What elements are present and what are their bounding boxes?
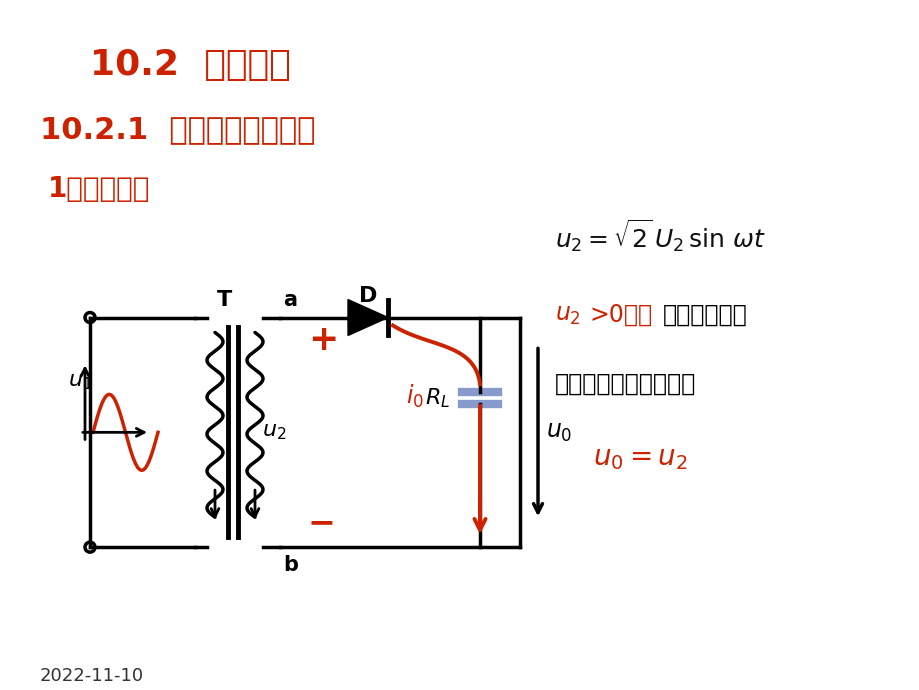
Text: −: − xyxy=(308,506,335,539)
Text: +: + xyxy=(308,322,338,357)
Text: b: b xyxy=(283,555,298,575)
Text: 二极管导通。: 二极管导通。 xyxy=(663,302,747,326)
Text: $u_2$: $u_2$ xyxy=(554,302,580,326)
Text: $u_0=u_2$: $u_0=u_2$ xyxy=(593,444,687,473)
Text: $u_1$: $u_1$ xyxy=(68,373,93,393)
Text: 忽略二极管正向压降：: 忽略二极管正向压降： xyxy=(554,371,696,395)
Text: $u_0$: $u_0$ xyxy=(545,420,572,444)
Text: 10.2  整流电路: 10.2 整流电路 xyxy=(90,48,290,82)
Text: a: a xyxy=(283,290,297,310)
Text: $u_2 = \sqrt{2}\,U_2\,\sin\,\omega t$: $u_2 = \sqrt{2}\,U_2\,\sin\,\omega t$ xyxy=(554,217,765,255)
Text: $R_L$: $R_L$ xyxy=(425,386,449,410)
Polygon shape xyxy=(347,299,388,335)
Text: $u_2$: $u_2$ xyxy=(262,422,286,442)
Text: T: T xyxy=(217,290,233,310)
Text: $i_0$: $i_0$ xyxy=(405,382,424,410)
Text: 10.2.1  单相半波整流电路: 10.2.1 单相半波整流电路 xyxy=(40,115,315,144)
Text: 1、工作原理: 1、工作原理 xyxy=(48,175,150,203)
Text: >0时，: >0时， xyxy=(589,302,652,326)
Text: D: D xyxy=(358,286,377,306)
Text: 2022-11-10: 2022-11-10 xyxy=(40,667,144,685)
